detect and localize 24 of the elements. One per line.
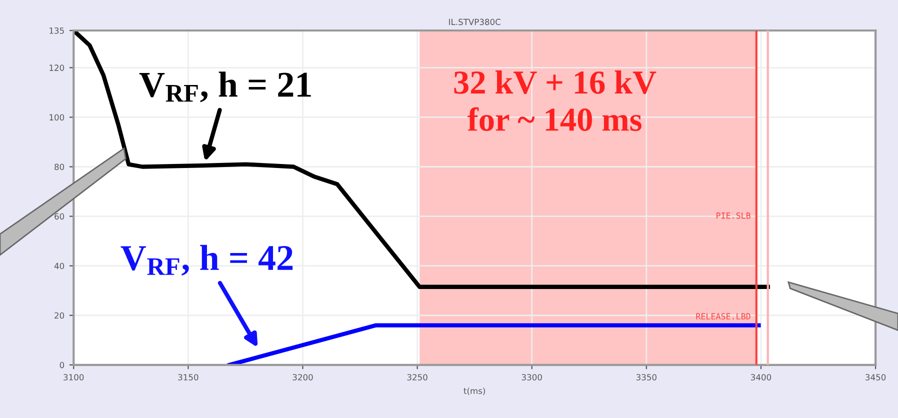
y-tick-label: 20 xyxy=(54,312,64,319)
x-tick-label: 3200 xyxy=(292,374,313,380)
line-series xyxy=(74,30,770,289)
y-tick-label: 40 xyxy=(54,262,64,270)
x-axis-title: t(ms) xyxy=(464,388,485,395)
y-tick-label: 60 xyxy=(54,213,64,220)
y-tick-label: 80 xyxy=(54,164,64,170)
x-tick-label: 3100 xyxy=(64,374,84,380)
x-tick-label: 3450 xyxy=(866,374,886,380)
y-tick-label: 0 xyxy=(60,362,64,368)
y-tick-label: 100 xyxy=(50,114,64,120)
x-tick-label: 3250 xyxy=(407,374,428,380)
annotation: 32 kV + 16 kV for ~ 140 ms xyxy=(454,70,656,132)
annotation: V$_{RF}$, h = 21 xyxy=(139,72,311,102)
y-tick-label: 135 xyxy=(50,27,64,34)
x-tick-label: 3150 xyxy=(178,374,198,380)
annotation: V$_{RF}$, h = 42 xyxy=(120,244,293,276)
x-tick-label: 3400 xyxy=(751,374,772,380)
ref-line-label: PIE.SLB xyxy=(716,212,750,219)
x-tick-label: 3350 xyxy=(636,374,656,380)
annotation: RELEASE.LBD xyxy=(696,313,750,320)
y-tick-label: 120 xyxy=(50,64,64,71)
chart-title: IL.STVP380C xyxy=(449,18,500,26)
x-tick-label: 3300 xyxy=(522,374,542,380)
